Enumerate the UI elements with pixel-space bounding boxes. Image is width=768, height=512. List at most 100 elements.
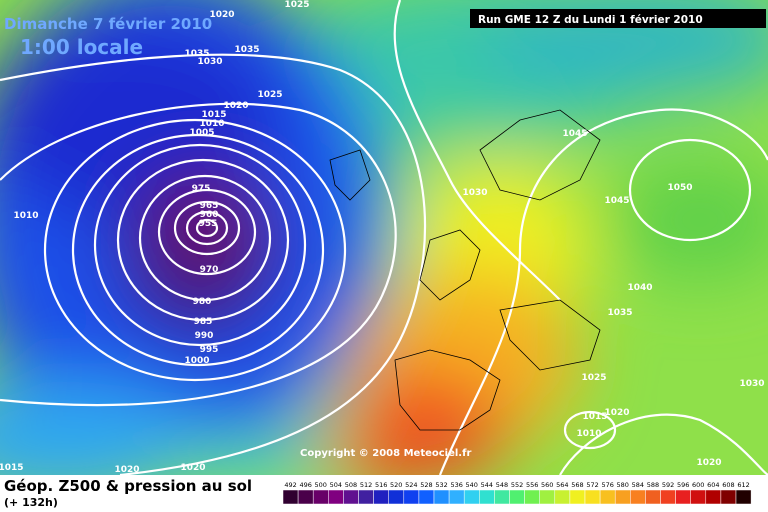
scale-swatch: [328, 489, 344, 505]
isobar-label: 955: [199, 219, 218, 229]
scale-label: 596: [677, 481, 689, 489]
isobar-label: 975: [192, 184, 211, 194]
scale-swatch: [494, 489, 510, 505]
scale-label: 552: [511, 481, 523, 489]
scale-label: 540: [466, 481, 478, 489]
isobar-label: 980: [193, 297, 212, 307]
isobar-label: 1025: [257, 90, 282, 100]
scale-swatch: [373, 489, 389, 505]
run-banner: [470, 9, 766, 28]
isobar-label: 1015: [582, 412, 607, 422]
isobars: [0, 0, 768, 477]
forecast-lead: (+ 132h): [4, 496, 58, 509]
isobar-label: 970: [200, 265, 219, 275]
isobar-label: 995: [200, 345, 219, 355]
isobar-label: 1020: [604, 408, 629, 418]
isobar-label: 960: [200, 210, 219, 220]
scale-label: 608: [722, 481, 734, 489]
scale-swatch: [645, 489, 661, 505]
scale-swatch: [614, 489, 631, 505]
isobar-label: 1005: [189, 128, 214, 138]
isobar-label: 965: [200, 201, 219, 211]
scale-label: 600: [692, 481, 704, 489]
scale-swatch: [343, 489, 359, 505]
isobar-label: 1045: [604, 196, 629, 206]
isobar-label: 1040: [627, 283, 652, 293]
scale-label: 492: [284, 481, 296, 489]
isobar-label: 1015: [201, 110, 226, 120]
scale-label: 580: [617, 481, 629, 489]
scale-label: 604: [707, 481, 719, 489]
scale-label: 496: [299, 481, 311, 489]
scale-swatch: [630, 489, 646, 505]
scale-swatch: [403, 489, 420, 505]
scale-label: 524: [405, 481, 417, 489]
scale-swatch: [433, 489, 450, 505]
scale-label: 536: [450, 481, 462, 489]
scale-label: 544: [481, 481, 493, 489]
isobar-label: 1030: [462, 188, 487, 198]
scale-label: 532: [435, 481, 447, 489]
scale-swatch: [735, 489, 752, 505]
scale-label: 508: [345, 481, 357, 489]
scale-label: 512: [360, 481, 372, 489]
scale-swatch: [705, 489, 722, 505]
scale-label: 560: [541, 481, 553, 489]
isobar-label: 1020: [223, 101, 248, 111]
isobar-label: 1020: [114, 465, 139, 475]
scale-label: 572: [586, 481, 598, 489]
scale-swatch: [509, 489, 525, 505]
scale-label: 612: [737, 481, 749, 489]
scale-label: 520: [390, 481, 402, 489]
scale-label: 576: [601, 481, 613, 489]
scale-label: 584: [632, 481, 644, 489]
isobar-label: 1050: [667, 183, 692, 193]
isobar-label: 1020: [180, 463, 205, 473]
isobar-label: 990: [195, 331, 214, 341]
scale-swatch: [675, 489, 691, 505]
copyright: Copyright © 2008 Meteociel.fr: [300, 448, 471, 459]
isobar-label: 1010: [576, 429, 601, 439]
scale-swatch: [690, 489, 707, 505]
scale-swatch: [312, 489, 329, 505]
run-info: Run GME 12 Z du Lundi 1 février 2010: [478, 14, 703, 26]
scale-swatch: [479, 489, 495, 505]
scale-label: 516: [375, 481, 387, 489]
scale-label: 504: [330, 481, 342, 489]
scale-swatch: [388, 489, 405, 505]
isobar-label: 1035: [184, 49, 209, 59]
scale-swatch: [418, 489, 435, 505]
scale-swatch: [554, 489, 571, 505]
isobar-label: 1045: [562, 129, 587, 139]
isobar-label: 1030: [739, 379, 764, 389]
scale-swatch: [569, 489, 586, 505]
scale-swatch: [524, 489, 540, 505]
isobar-label: 985: [194, 317, 213, 327]
scale-swatch: [720, 489, 737, 505]
scale-swatch: [358, 489, 374, 505]
isobar-label: 1020: [696, 458, 721, 468]
scale-label: 548: [496, 481, 508, 489]
scale-swatch: [297, 489, 314, 505]
forecast-date: Dimanche 7 février 2010: [4, 15, 212, 33]
scale-swatch: [448, 489, 465, 505]
isobar-label: 1035: [607, 308, 632, 318]
coastlines: [329, 109, 601, 431]
isobar-label: 1025: [284, 0, 309, 10]
forecast-time: 1:00 locale: [20, 35, 143, 59]
scale-swatch: [463, 489, 480, 505]
isobar-label: 1010: [199, 119, 224, 129]
isobar-label: 1010: [13, 211, 38, 221]
scale-swatch: [539, 489, 556, 505]
field-background: [0, 0, 768, 500]
scale-label: 500: [315, 481, 327, 489]
isobar-label: 1015: [0, 463, 24, 473]
scale-label: 564: [556, 481, 568, 489]
scale-label: 568: [571, 481, 583, 489]
isobar-label: 1020: [209, 10, 234, 20]
legend-title: Géop. Z500 & pression au sol: [4, 477, 252, 495]
scale-swatch: [660, 489, 676, 505]
scale-swatch: [584, 489, 601, 505]
